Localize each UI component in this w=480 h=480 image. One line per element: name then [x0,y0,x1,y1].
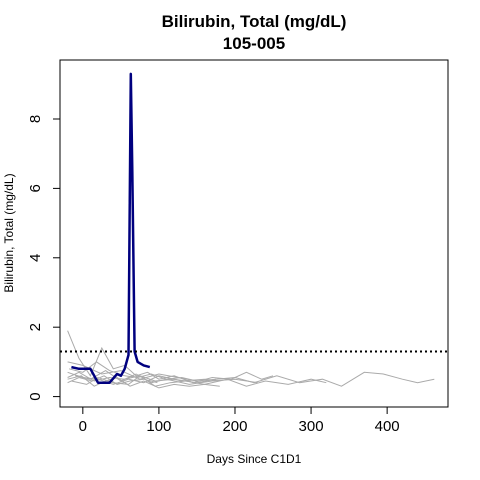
x-tick-label: 400 [375,418,400,435]
background-series-line-8 [75,370,258,385]
y-tick-label: 0 [27,392,44,400]
x-tick-label: 0 [79,418,87,435]
x-tick-label: 100 [146,418,171,435]
y-tick-label: 8 [27,115,44,123]
highlight-series-line [71,72,151,384]
y-axis-label: Bilirubin, Total (mg/dL) [2,173,16,292]
background-series-line-7 [67,361,197,382]
x-axis-label: Days Since C1D1 [207,452,302,466]
background-series-line-4 [67,375,220,389]
chart-subtitle: 105-005 [223,34,285,53]
y-tick-label: 6 [27,184,44,192]
y-tick-label: 2 [27,323,44,331]
plot-frame [59,59,449,408]
x-tick-label: 200 [222,418,247,435]
y-tick-label: 4 [27,254,44,262]
series-layer [67,72,435,389]
axis-layer: 0 100 200 300 400 0 2 4 6 8 [27,115,400,435]
x-tick-label: 300 [299,418,324,435]
chart-title: Bilirubin, Total (mg/dL) [162,12,347,31]
